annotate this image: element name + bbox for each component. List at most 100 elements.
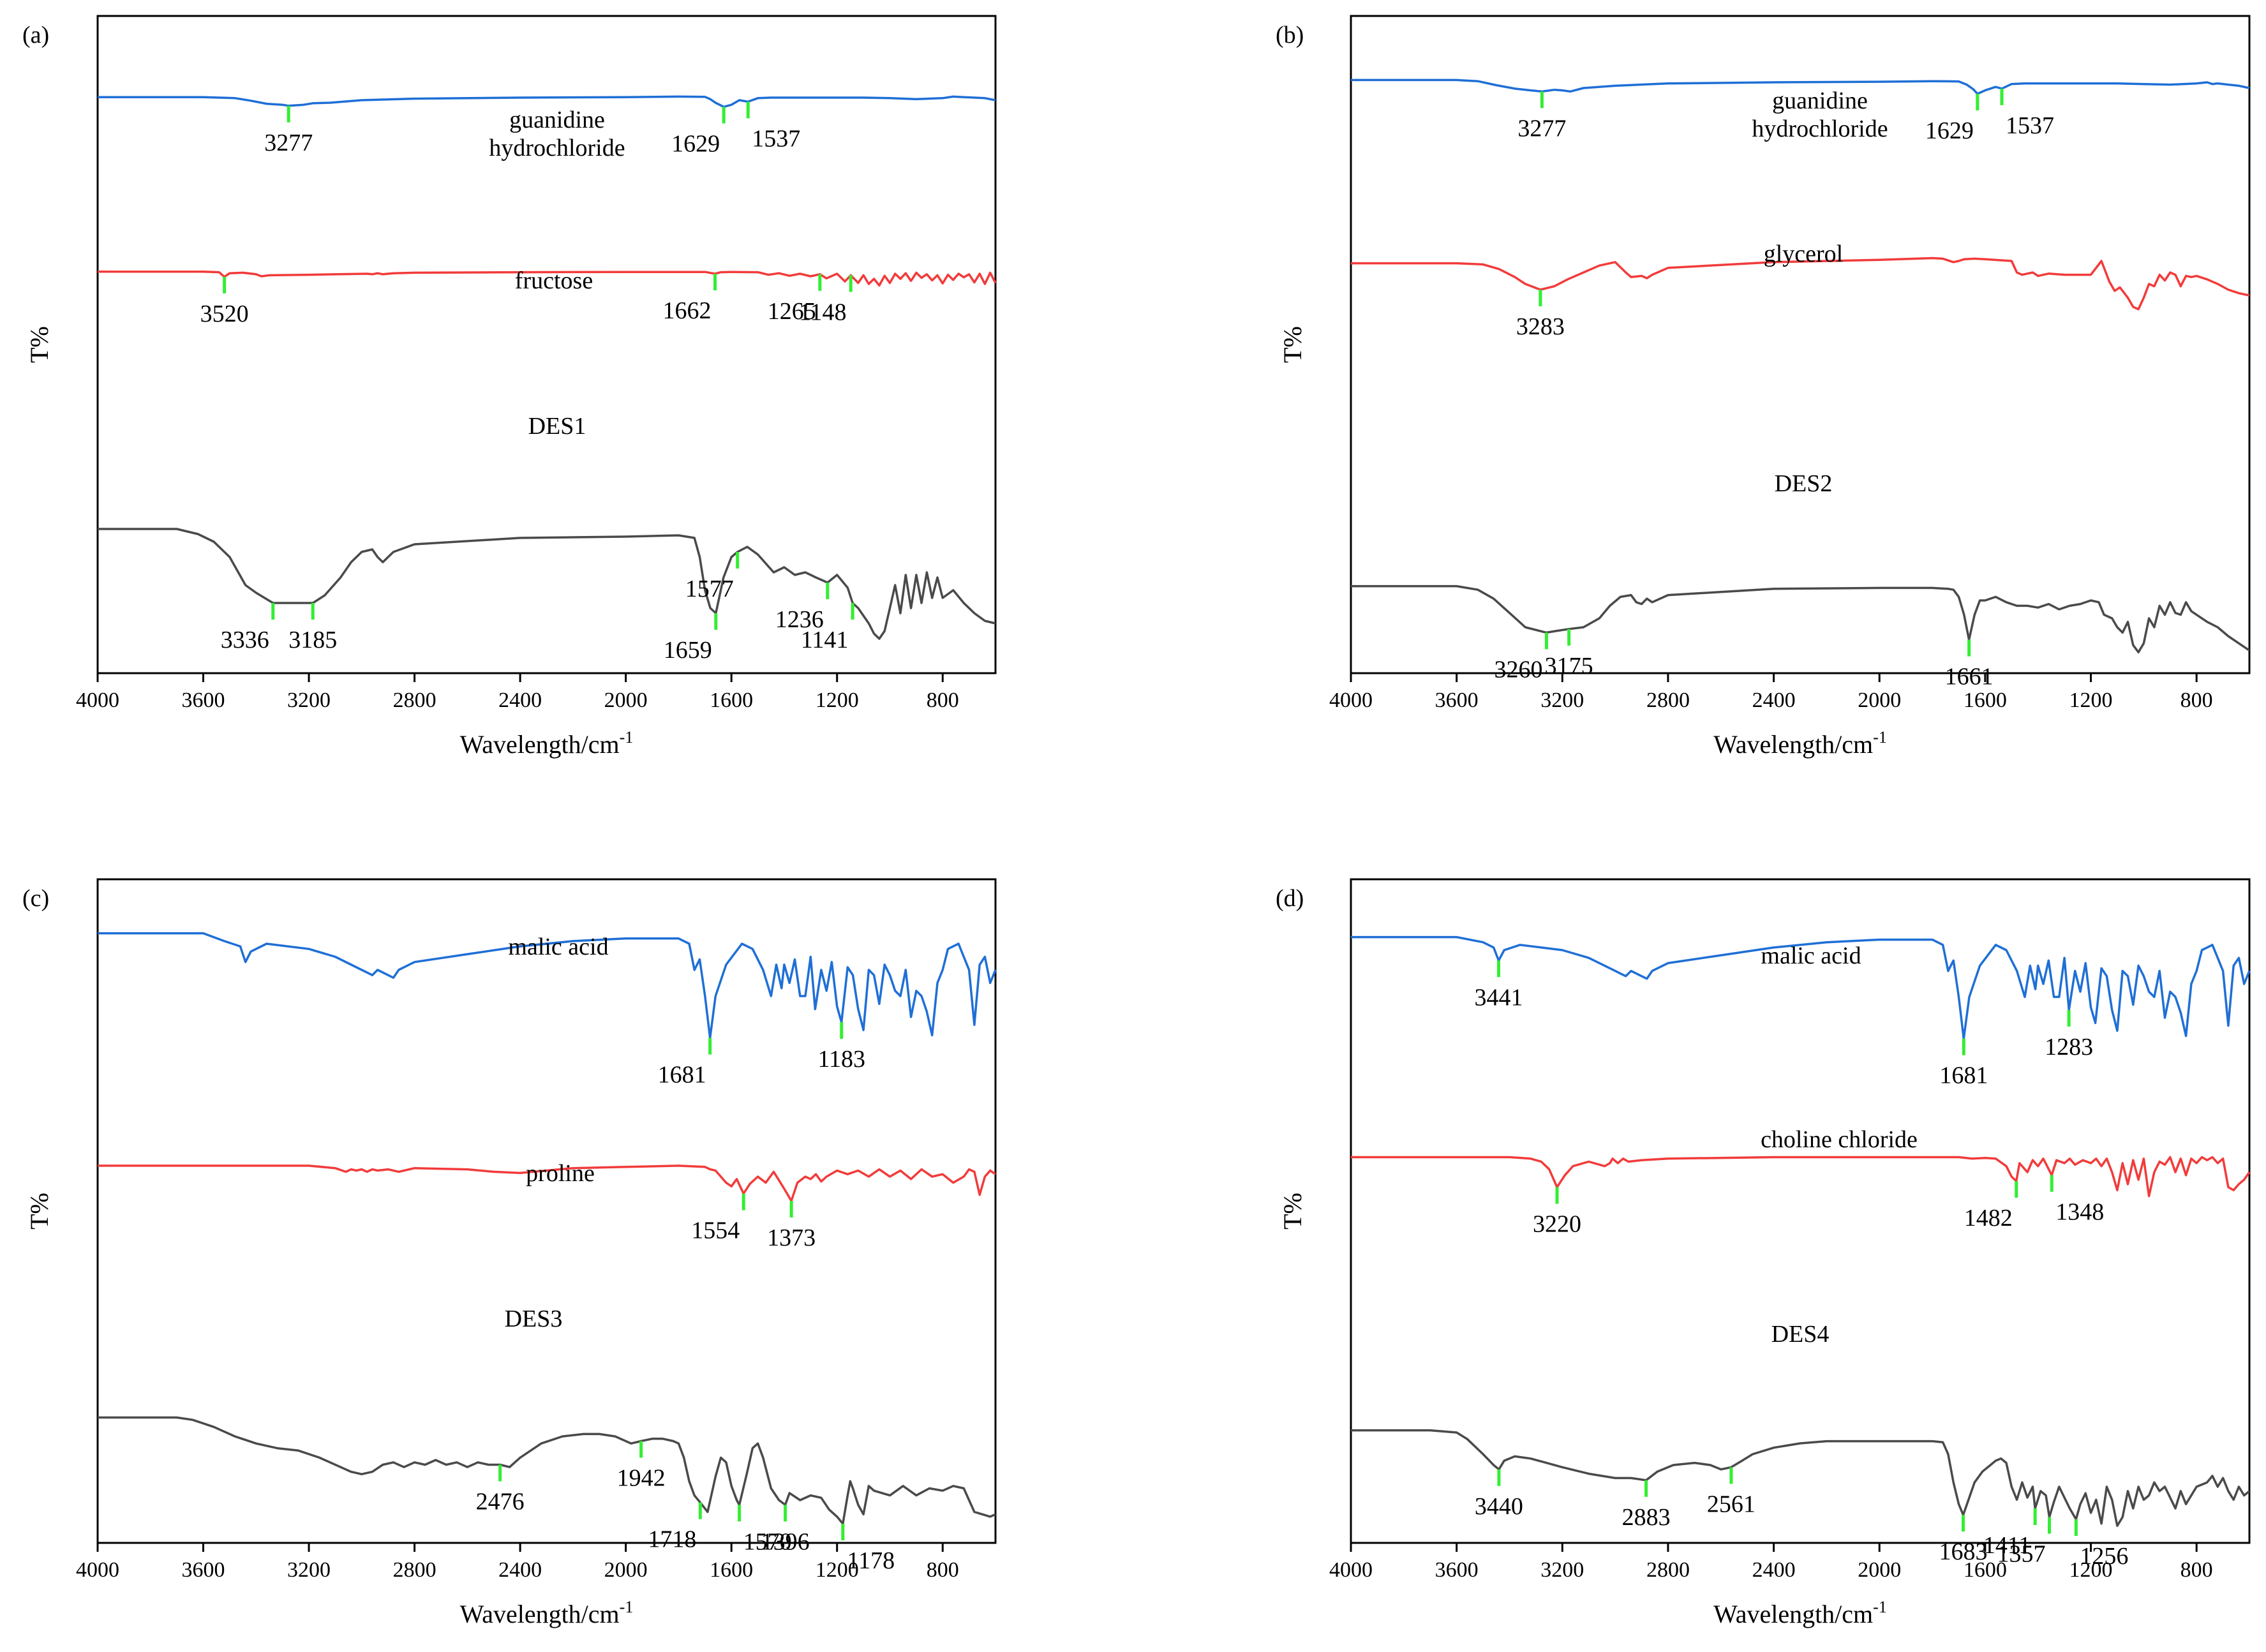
x-tick-label: 2800	[1646, 1558, 1690, 1582]
x-tick-label: 2000	[1858, 1558, 1901, 1582]
x-tick-label: 800	[927, 688, 959, 712]
x-axis-title: Wavelength/cm-1	[460, 1598, 634, 1628]
y-axis-title: T%	[25, 326, 54, 363]
peak-label: 3185	[288, 627, 337, 653]
x-tick-label: 800	[2180, 688, 2213, 712]
peak-label: 3520	[200, 301, 249, 327]
x-axis-title: Wavelength/cm-1	[1713, 1598, 1887, 1628]
series-label: malic acid	[1761, 942, 1861, 969]
panel-label: (b)	[1276, 22, 1304, 48]
peak-label: 1661	[1945, 664, 1994, 690]
panel-0: (a) 4000 3600 3200 2800 2400 2000 1600 1200 800 Wa…	[22, 15, 997, 759]
x-tick-label: 4000	[1329, 1558, 1373, 1582]
series-line-fructose	[98, 271, 997, 287]
peak-label: 1537	[2006, 112, 2054, 139]
peak-label: 1178	[847, 1547, 895, 1574]
x-tick-label: 2800	[393, 1558, 436, 1582]
peak-label: 3175	[1545, 653, 1593, 680]
series-line-guanidine-hydrochloride	[98, 95, 996, 108]
peak-label: 1659	[664, 637, 712, 664]
x-tick-label: 2000	[1858, 688, 1901, 712]
series-label: proline	[526, 1160, 595, 1187]
peak-label: 1662	[663, 297, 712, 324]
peak-label: 3336	[221, 627, 269, 653]
peak-label: 3440	[1475, 1493, 1523, 1520]
x-tick-label: 2400	[1752, 688, 1796, 712]
peak-label: 1942	[617, 1465, 666, 1492]
series-line-glycerol	[1351, 257, 2250, 311]
peak-label: 1681	[658, 1062, 706, 1089]
peak-label: 1348	[2055, 1199, 2104, 1226]
panel-3: (d) 4000 3600 3200 2800 2400 2000 1600 1200 800 Wa…	[1276, 878, 2251, 1628]
peak-label: 1283	[2045, 1034, 2093, 1060]
x-tick-label: 800	[2180, 1558, 2213, 1582]
peak-label: 1718	[648, 1526, 696, 1553]
x-tick-label: 2800	[393, 688, 436, 712]
plot-frame	[96, 15, 997, 674]
x-tick-label: 2800	[1646, 688, 1690, 712]
series-line-DES2	[1351, 584, 2250, 653]
panel-2: (c) 4000 3600 3200 2800 2400 2000 1600 1200 800 Wa…	[22, 878, 997, 1628]
peak-label: 3220	[1533, 1211, 1581, 1238]
x-tick-label: 2400	[1752, 1558, 1796, 1582]
x-tick-label: 3600	[182, 1558, 225, 1582]
peak-label: 1256	[2080, 1543, 2128, 1570]
x-tick-label: 1200	[816, 688, 859, 712]
x-tick-label: 1200	[816, 1558, 859, 1582]
y-axis-title: T%	[1278, 1193, 1307, 1230]
peak-label: 1236	[775, 606, 824, 633]
peak-label: 1141	[801, 627, 849, 653]
series-label: guanidine hydrochloride	[489, 107, 625, 161]
peak-label: 3283	[1516, 313, 1565, 340]
x-tick-label: 1600	[710, 688, 753, 712]
x-axis-title: Wavelength/cm-1	[460, 728, 634, 759]
series-line-guanidine-hydrochloride	[1351, 78, 2250, 95]
series-label: fructose	[515, 267, 593, 294]
peak-label: 1396	[761, 1528, 810, 1555]
series-label: guanidine hydrochloride	[1752, 87, 1888, 142]
x-tick-label: 4000	[76, 688, 119, 712]
peak-label: 3277	[1517, 115, 1566, 142]
peak-label: 1629	[1925, 117, 1974, 144]
peak-label: 3260	[1494, 656, 1542, 683]
x-tick-label: 1600	[1964, 1558, 2007, 1582]
series-line-DES3	[98, 1416, 996, 1525]
peak-label: 1537	[752, 125, 800, 152]
series-label: choline chloride	[1761, 1126, 1918, 1153]
y-axis-title: T%	[25, 1193, 54, 1230]
x-tick-label: 1200	[2069, 1558, 2113, 1582]
peak-label: 1629	[671, 130, 720, 157]
plot-frame	[1350, 878, 2251, 1544]
peak-label: 1482	[1964, 1205, 2013, 1232]
x-tick-label: 3200	[1540, 1558, 1584, 1582]
series-label: DES3	[505, 1306, 563, 1332]
peak-label: 2883	[1622, 1504, 1671, 1531]
x-tick-label: 3600	[1435, 688, 1479, 712]
panel-label: (a)	[22, 22, 49, 48]
x-tick-label: 3200	[287, 688, 331, 712]
peak-label: 3441	[1474, 984, 1523, 1011]
series-label: malic acid	[508, 934, 608, 960]
series-line-choline-chloride	[1351, 1156, 2251, 1198]
x-tick-label: 4000	[1329, 688, 1373, 712]
x-tick-label: 3200	[287, 1558, 331, 1582]
peak-label: 1577	[685, 576, 734, 602]
peak-label: 1148	[799, 299, 847, 325]
peak-label: 1373	[767, 1224, 816, 1251]
series-line-DES1	[98, 528, 996, 640]
series-label: DES1	[528, 413, 586, 440]
series-label: DES2	[1775, 470, 1833, 497]
series-label: glycerol	[1764, 241, 1844, 267]
panel-label: (c)	[22, 885, 49, 912]
x-tick-label: 3200	[1540, 688, 1584, 712]
plot-frame	[96, 878, 997, 1544]
peak-label: 1357	[1997, 1541, 2046, 1568]
x-tick-label: 800	[927, 1558, 959, 1582]
series-label: DES4	[1771, 1321, 1830, 1348]
y-axis-title: T%	[1278, 326, 1307, 363]
x-tick-label: 1200	[2069, 688, 2113, 712]
peak-label: 1554	[691, 1217, 740, 1244]
peak-label: 1265	[768, 298, 816, 325]
x-tick-label: 3600	[182, 688, 225, 712]
